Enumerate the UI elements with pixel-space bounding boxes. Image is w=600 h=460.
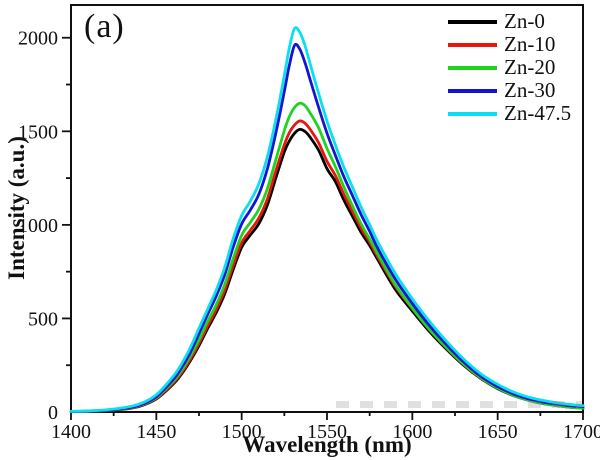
x-tick-label: 1400 — [51, 421, 91, 443]
series-line-zn-20 — [69, 101, 585, 413]
y-tick-label: 1000 — [18, 215, 58, 237]
x-tick-label: 1450 — [136, 421, 176, 443]
legend-line-swatch — [448, 19, 497, 24]
y-tick-label: 2000 — [18, 28, 58, 50]
legend-item-zn-47.5: Zn-47.5 — [448, 102, 571, 125]
x-tick-label: 1550 — [307, 421, 347, 443]
legend-item-zn-0: Zn-0 — [448, 10, 571, 33]
legend-label: Zn-20 — [504, 55, 556, 79]
watermark-artifact — [336, 401, 582, 408]
y-tick-label: 1500 — [18, 121, 58, 143]
legend-item-zn-30: Zn-30 — [448, 79, 571, 102]
y-tick-label: 500 — [28, 308, 58, 330]
legend-line-swatch — [448, 88, 497, 93]
legend-item-zn-20: Zn-20 — [448, 56, 571, 79]
legend: Zn-0 Zn-10 Zn-20 Zn-30 Zn-47.5 — [448, 10, 571, 125]
panel-label: (a) — [84, 8, 125, 45]
series-line-zn-10 — [69, 119, 585, 413]
legend-label: Zn-10 — [504, 32, 556, 56]
legend-line-swatch — [448, 111, 497, 116]
legend-label: Zn-47.5 — [504, 101, 572, 125]
legend-line-swatch — [448, 42, 497, 47]
x-tick-label: 1700 — [563, 421, 600, 443]
x-tick-label: 1650 — [478, 421, 518, 443]
series-line-zn-0 — [69, 127, 585, 413]
y-axis-title: Intensity (a.u.) — [4, 136, 29, 280]
legend-item-zn-10: Zn-10 — [448, 33, 571, 56]
series-line-zn-30 — [69, 42, 585, 413]
x-axis-title: Wavelength (nm) — [242, 432, 412, 457]
legend-label: Zn-30 — [504, 78, 556, 102]
x-tick-label: 1500 — [222, 421, 262, 443]
legend-line-swatch — [448, 65, 497, 70]
y-tick-label: 0 — [48, 402, 58, 424]
legend-label: Zn-0 — [504, 9, 545, 33]
series-line-zn-47.5 — [69, 26, 585, 413]
x-tick-label: 1600 — [392, 421, 432, 443]
